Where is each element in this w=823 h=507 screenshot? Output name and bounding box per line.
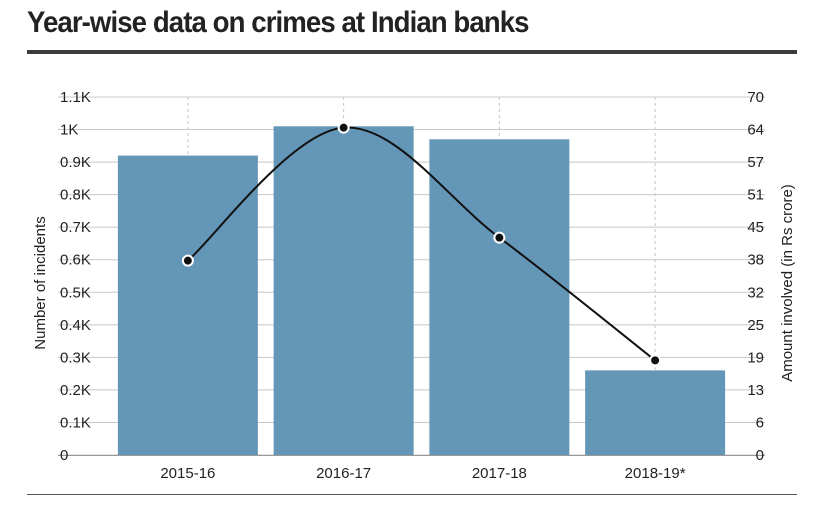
bar-2018-19* (585, 370, 726, 455)
y-tick-label: 1.1K (60, 89, 91, 106)
x-tick-label: 2015-16 (160, 465, 215, 482)
y2-tick-label: 13 (747, 382, 764, 399)
y2-tick-label: 19 (747, 349, 764, 366)
y-tick-label: 0.3K (60, 349, 91, 366)
bar-2015-16 (117, 155, 258, 455)
y2-tick-label: 38 (747, 252, 764, 269)
y-tick-label: 0.6K (60, 252, 91, 269)
y-tick-label: 0 (60, 447, 68, 464)
y-tick-label: 0.8K (60, 187, 91, 204)
y-tick-label: 0.2K (60, 382, 91, 399)
y-axis-label: Number of incidents (32, 216, 49, 349)
amount-point-2017-18 (493, 231, 506, 244)
amount-point-2015-16 (181, 254, 194, 267)
y2-tick-label: 70 (747, 89, 764, 106)
y-tick-label: 0.9K (60, 154, 91, 171)
bar-2016-17 (273, 126, 414, 456)
bottom-rule (27, 494, 797, 495)
y2-tick-label: 0 (756, 447, 764, 464)
y2-tick-label: 25 (747, 317, 764, 334)
y2-tick-label: 45 (747, 219, 764, 236)
y2-axis-label: Amount involved (in Rs crore) (779, 184, 796, 382)
y-tick-label: 0.4K (60, 317, 91, 334)
bar-2017-18 (429, 139, 570, 456)
y-tick-label: 0.5K (60, 284, 91, 301)
title-rule (27, 50, 797, 54)
chart-title: Year-wise data on crimes at Indian banks (27, 6, 530, 39)
y2-tick-label: 64 (747, 122, 764, 139)
amount-line-path (187, 126, 656, 362)
amount-point-2016-17 (337, 121, 350, 134)
bars (117, 126, 726, 456)
amount-point-2018-19* (649, 354, 662, 367)
y-tick-label: 1K (60, 122, 78, 139)
y2-tick-label: 57 (747, 154, 764, 171)
tick-labels: 0 0 0.1K 6 0.2K 13 0.3K 19 0.4K 25 0.5K 32 0.6K 38 0.7… (60, 89, 764, 482)
x-tick-label: 2018-19* (625, 465, 686, 482)
x-tick-label: 2016-17 (316, 465, 371, 482)
y2-tick-label: 51 (747, 187, 764, 204)
y2-tick-label: 6 (756, 414, 764, 431)
amount-line (181, 121, 662, 367)
y-tick-label: 0.1K (60, 414, 91, 431)
y2-tick-label: 32 (747, 284, 764, 301)
y-tick-label: 0.7K (60, 219, 91, 236)
x-tick-label: 2017-18 (472, 465, 527, 482)
